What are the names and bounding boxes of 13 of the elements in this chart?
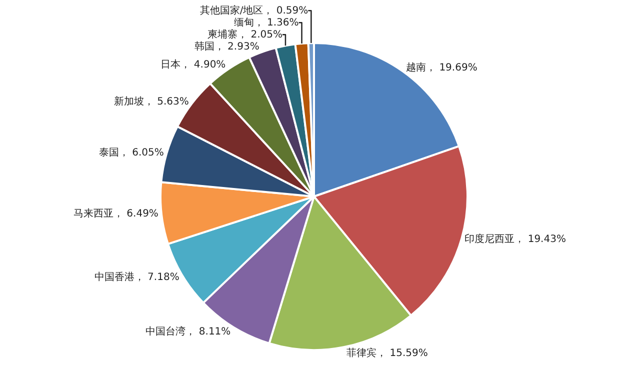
slice-label: 菲律宾， 15.59% bbox=[346, 346, 428, 359]
slice-label: 马来西亚， 6.49% bbox=[73, 207, 158, 220]
slice-label: 印度尼西亚， 19.43% bbox=[464, 232, 566, 245]
slice-label: 其他国家/地区， 0.59% bbox=[200, 4, 308, 17]
slice-label: 韩国， 2.93% bbox=[194, 40, 260, 53]
slice-label: 新加坡， 5.63% bbox=[114, 95, 189, 108]
slice-label: 日本， 4.90% bbox=[160, 58, 226, 71]
slice-label: 中国台湾， 8.11% bbox=[146, 326, 231, 338]
slice-label: 缅甸， 1.36% bbox=[234, 16, 299, 29]
slice-label: 柬埔寨， 2.05% bbox=[208, 28, 282, 41]
slice-label: 泰国， 6.05% bbox=[98, 148, 164, 159]
slice-label: 越南， 19.69% bbox=[406, 61, 478, 74]
slice-label: 中国香港， 7.18% bbox=[94, 270, 180, 283]
